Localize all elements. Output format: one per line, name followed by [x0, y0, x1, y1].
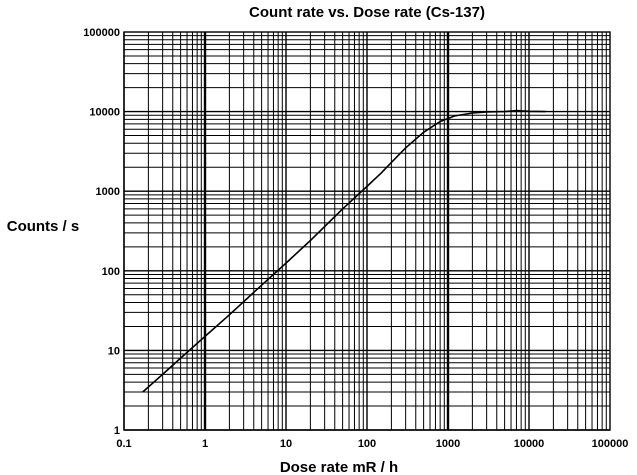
y-tick-labels: 1 10 100 1000 10000 100000 [83, 27, 120, 437]
y-tick-label: 100000 [83, 27, 120, 39]
y-axis-label: Counts / s [7, 218, 80, 235]
y-tick-label: 1 [114, 425, 120, 437]
series-line [142, 109, 546, 393]
y-tick-label: 1000 [96, 186, 120, 198]
grid [123, 32, 610, 431]
x-tick-label: 1 [202, 438, 208, 450]
series-group [142, 109, 546, 393]
x-tick-label: 10000 [514, 438, 545, 450]
plot-border [123, 31, 611, 431]
y-tick-label: 10 [108, 345, 120, 357]
x-tick-label: 100000 [592, 438, 629, 450]
x-tick-label: 0.1 [116, 438, 131, 450]
x-tick-label: 10 [280, 438, 292, 450]
x-tick-label: 1000 [436, 438, 460, 450]
y-tick-label: 10000 [89, 107, 120, 119]
x-tick-labels: 0.1 1 10 100 1000 10000 100000 [116, 438, 628, 450]
x-tick-label: 100 [358, 438, 376, 450]
chart-title: Count rate vs. Dose rate (Cs-137) [249, 4, 485, 21]
y-tick-label: 100 [102, 266, 120, 278]
x-axis-label: Dose rate mR / h [280, 459, 398, 475]
plot-frame [123, 31, 611, 431]
